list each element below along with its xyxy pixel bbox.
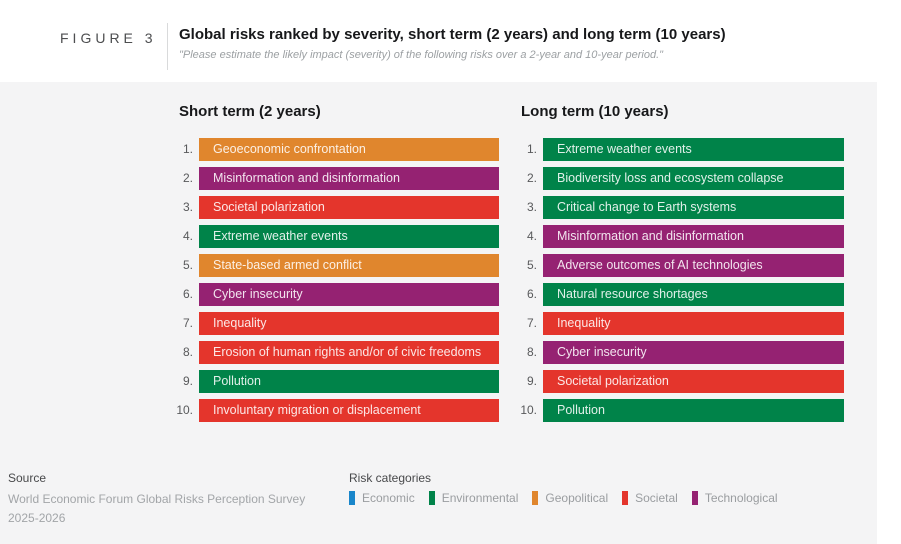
rank-label: 10. [520,403,537,417]
rank-label: 6. [182,287,193,301]
risk-bar-environmental: Critical change to Earth systems [543,196,844,219]
risk-row: 9. Pollution [170,370,499,393]
rank-label: 9. [182,374,193,388]
risk-row: 5. Adverse outcomes of AI technologies [514,254,844,277]
risk-bar-societal: Societal polarization [199,196,499,219]
risk-row: 4. Misinformation and disinformation [514,225,844,248]
risk-list-short: 1. Geoeconomic confrontation 2. Misinformat… [170,138,499,428]
risk-bar-environmental: Pollution [199,370,499,393]
figure-subtitle: "Please estimate the likely impact (seve… [179,49,664,61]
risk-row: 2. Biodiversity loss and ecosystem collap… [514,167,844,190]
risk-row: 10. Involuntary migration or displacement [170,399,499,422]
legend-label: Geopolitical [545,491,609,505]
legend-row: Economic Environmental Geopolitical Societa… [349,491,778,505]
rank-label: 4. [182,229,193,243]
risk-row: 3. Societal polarization [170,196,499,219]
rank-label: 7. [526,316,537,330]
legend-label: Economic [362,491,415,505]
risk-bar-environmental: Biodiversity loss and ecosystem collapse [543,167,844,190]
rank-label: 10. [176,403,193,417]
legend-item-environmental: Environmental [428,491,519,505]
risk-bar-environmental: Extreme weather events [199,225,499,248]
risk-row: 1. Extreme weather events [514,138,844,161]
rank-label: 3. [182,200,193,214]
rank-label: 5. [182,258,193,272]
risk-row: 6. Cyber insecurity [170,283,499,306]
risk-bar-environmental: Extreme weather events [543,138,844,161]
risk-row: 1. Geoeconomic confrontation [170,138,499,161]
legend-item-societal: Societal [622,491,678,505]
rank-label: 1. [182,142,193,156]
rank-label: 4. [526,229,537,243]
header-divider [167,23,168,70]
legend-swatch-societal [622,491,629,505]
risk-row: 7. Inequality [514,312,844,335]
legend-item-economic: Economic [349,491,415,505]
risk-bar-societal: Erosion of human rights and/or of civic … [199,341,499,364]
risk-bar-societal: Inequality [199,312,499,335]
risk-row: 6. Natural resource shortages [514,283,844,306]
risk-row: 3. Critical change to Earth systems [514,196,844,219]
legend-label: Technological [704,491,778,505]
risk-bar-technological: Misinformation and disinformation [543,225,844,248]
rank-label: 3. [526,200,537,214]
rank-label: 2. [526,171,537,185]
risk-bar-technological: Adverse outcomes of AI technologies [543,254,844,277]
legend-swatch-economic [349,491,355,505]
risk-bar-environmental: Pollution [543,399,844,422]
risk-bar-societal: Involuntary migration or displacement [199,399,499,422]
source-label: Source [8,471,47,485]
risk-row: 2. Misinformation and disinformation [170,167,499,190]
rank-label: 8. [526,345,537,359]
source-years: 2025-2026 [8,511,66,525]
risk-bar-societal: Societal polarization [543,370,844,393]
legend-swatch-geopolitical [532,491,539,505]
figure-number-label: FIGURE 3 [60,30,157,46]
column-heading-long-term: Long term (10 years) [521,103,669,120]
risk-row: 9. Societal polarization [514,370,844,393]
rank-label: 7. [182,316,193,330]
legend-item-technological: Technological [691,491,778,505]
risk-row: 5. State-based armed conflict [170,254,499,277]
risk-row: 4. Extreme weather events [170,225,499,248]
rank-label: 1. [526,142,537,156]
legend-label: Environmental [441,491,519,505]
risk-list-long: 1. Extreme weather events 2. Biodiversity l… [514,138,844,428]
risk-bar-technological: Cyber insecurity [543,341,844,364]
legend-swatch-environmental [428,491,435,505]
legend-swatch-technological [691,491,698,505]
risk-bar-technological: Misinformation and disinformation [199,167,499,190]
risk-bar-environmental: Natural resource shortages [543,283,844,306]
risk-bar-geopolitical: Geoeconomic confrontation [199,138,499,161]
rank-label: 9. [526,374,537,388]
risk-row: 10. Pollution [514,399,844,422]
risk-row: 8. Cyber insecurity [514,341,844,364]
source-text: World Economic Forum Global Risks Percep… [8,492,306,506]
legend-item-geopolitical: Geopolitical [532,491,608,505]
rank-label: 8. [182,345,193,359]
rank-label: 5. [526,258,537,272]
risk-bar-technological: Cyber insecurity [199,283,499,306]
figure-title: Global risks ranked by severity, short t… [179,26,726,43]
risk-row: 8. Erosion of human rights and/or of civi… [170,341,499,364]
risk-row: 7. Inequality [170,312,499,335]
column-heading-short-term: Short term (2 years) [179,103,321,120]
legend-label: Societal [635,491,678,505]
rank-label: 2. [182,171,193,185]
risk-bar-geopolitical: State-based armed conflict [199,254,499,277]
risk-bar-societal: Inequality [543,312,844,335]
rank-label: 6. [526,287,537,301]
legend-title: Risk categories [349,471,432,485]
